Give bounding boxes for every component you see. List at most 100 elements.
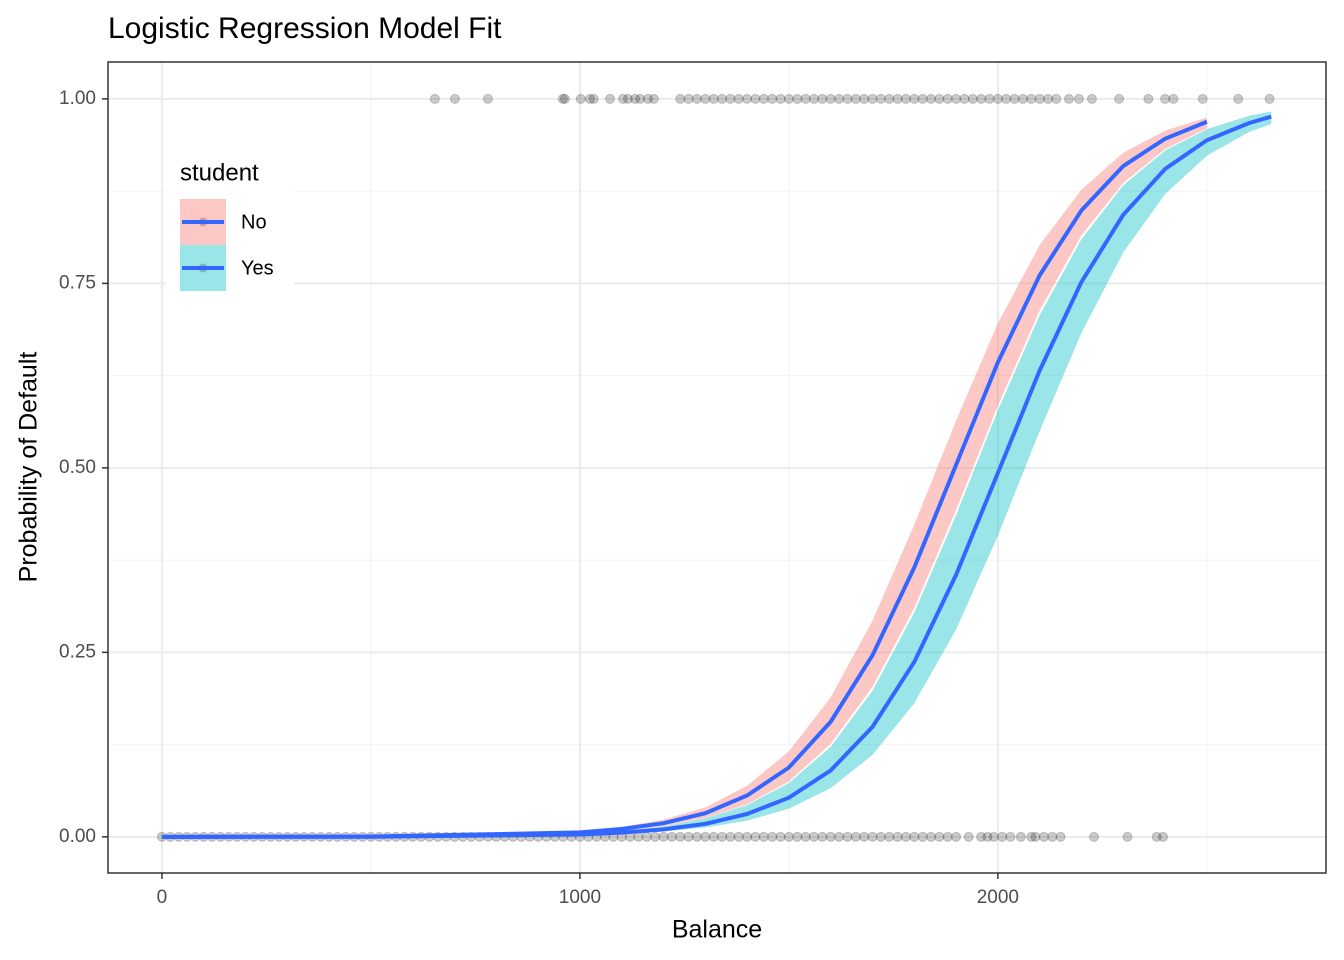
data-point: [1034, 93, 1045, 104]
data-point: [850, 93, 861, 104]
data-point: [1157, 831, 1168, 842]
data-point: [708, 93, 719, 104]
x-tick-label: 1000: [559, 887, 601, 908]
data-point: [725, 93, 736, 104]
data-point: [575, 93, 586, 104]
data-point: [617, 93, 628, 104]
data-point: [700, 93, 711, 104]
data-point: [842, 831, 853, 842]
data-point: [691, 93, 702, 104]
data-point: [758, 831, 769, 842]
legend-label: Yes: [241, 257, 274, 279]
data-point: [1063, 93, 1074, 104]
x-tick-label: 0: [157, 887, 168, 908]
y-tick-label: 0.25: [59, 641, 96, 662]
data-point: [817, 831, 828, 842]
data-point: [817, 93, 828, 104]
data-point: [1143, 93, 1154, 104]
data-point: [792, 93, 803, 104]
data-point: [875, 831, 886, 842]
data-point: [1038, 831, 1049, 842]
data-point: [742, 831, 753, 842]
data-point: [951, 93, 962, 104]
data-point: [825, 831, 836, 842]
data-point: [622, 93, 633, 104]
data-point: [666, 831, 677, 842]
legend-background: [166, 155, 294, 295]
y-tick-label: 0.75: [59, 272, 96, 293]
data-point: [1030, 831, 1041, 842]
data-point: [650, 831, 661, 842]
data-point: [641, 831, 652, 842]
data-point: [1015, 831, 1026, 842]
data-point: [733, 831, 744, 842]
confidence-band: [161, 117, 1207, 837]
data-point: [926, 93, 937, 104]
data-point: [584, 93, 595, 104]
data-point: [1114, 93, 1125, 104]
data-point: [648, 93, 659, 104]
data-point: [783, 831, 794, 842]
data-point: [1001, 93, 1012, 104]
data-point: [717, 93, 728, 104]
data-point: [675, 93, 686, 104]
data-point: [449, 93, 460, 104]
data-point: [967, 93, 978, 104]
data-point: [1043, 93, 1054, 104]
data-point: [834, 831, 845, 842]
data-point: [683, 831, 694, 842]
y-tick-label: 1.00: [59, 88, 96, 109]
data-point: [917, 831, 928, 842]
data-point: [1264, 93, 1275, 104]
data-point: [800, 93, 811, 104]
data-point: [963, 831, 974, 842]
data-point: [1017, 93, 1028, 104]
data-point: [892, 93, 903, 104]
data-point: [767, 831, 778, 842]
data-point: [630, 93, 641, 104]
data-point: [1089, 831, 1100, 842]
data-point: [1122, 831, 1133, 842]
data-point: [633, 831, 644, 842]
data-point: [859, 831, 870, 842]
data-point: [725, 831, 736, 842]
data-point: [675, 831, 686, 842]
data-point: [1168, 93, 1179, 104]
data-point: [1233, 93, 1244, 104]
data-point: [643, 93, 654, 104]
data-point: [909, 831, 920, 842]
data-point: [992, 93, 1003, 104]
data-point: [733, 93, 744, 104]
data-point: [1160, 93, 1171, 104]
confidence-band: [161, 111, 1272, 837]
data-point: [683, 93, 694, 104]
data-point: [1026, 93, 1037, 104]
data-point: [1047, 831, 1058, 842]
panel-border: [107, 61, 1327, 874]
data-point: [1026, 831, 1037, 842]
data-point: [808, 831, 819, 842]
x-tick-label: 2000: [977, 887, 1019, 908]
data-point: [834, 93, 845, 104]
data-point: [934, 93, 945, 104]
data-point: [775, 93, 786, 104]
data-point: [783, 93, 794, 104]
data-point: [708, 831, 719, 842]
data-point: [1051, 93, 1062, 104]
data-point: [800, 831, 811, 842]
data-point: [942, 831, 953, 842]
data-point: [875, 93, 886, 104]
data-point: [429, 93, 440, 104]
data-point: [792, 831, 803, 842]
data-point: [976, 831, 987, 842]
data-point: [884, 93, 895, 104]
data-point: [900, 831, 911, 842]
data-point: [988, 831, 999, 842]
data-point: [742, 93, 753, 104]
y-tick-label: 0.50: [59, 457, 96, 478]
legend-label: No: [241, 211, 267, 233]
fit-line: [161, 114, 1272, 839]
data-point: [557, 93, 568, 104]
data-point: [825, 93, 836, 104]
